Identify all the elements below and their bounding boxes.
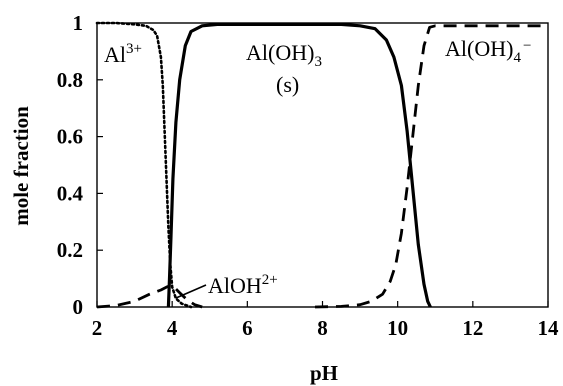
y-tick-label: 0.6 [57, 125, 83, 149]
x-tick-label: 12 [462, 316, 483, 340]
y-tick-label: 0 [73, 295, 84, 319]
x-tick-label: 8 [317, 316, 328, 340]
x-tick-label: 4 [167, 316, 178, 340]
series-line-0 [95, 21, 193, 309]
label-solid: (s) [276, 72, 299, 97]
x-tick-label: 2 [92, 316, 103, 340]
plot-border [96, 22, 549, 308]
label-al3plus: Al3+ [104, 41, 142, 67]
x-tick-label: 6 [242, 316, 253, 340]
ticks-layer: 2 4 6 8 10 12 14 0 0.2 0.4 0.6 0.8 1 [57, 11, 559, 340]
series-line-1 [96, 284, 203, 309]
x-tick-label: 10 [387, 316, 408, 340]
x-axis-title: pH [310, 361, 338, 385]
series-line-2 [166, 22, 432, 308]
label-aloh3: Al(OH)3 [246, 40, 322, 70]
y-tick-label: 0.8 [57, 68, 83, 92]
plot-frame [96, 22, 549, 308]
series-layer [95, 21, 548, 309]
label-aloh4minus: Al(OH)4− [445, 36, 531, 66]
x-tick-label: 14 [538, 316, 560, 340]
y-tick-label: 0.2 [57, 238, 83, 262]
y-tick-label: 0.4 [57, 181, 84, 205]
label-aloh2plus-leader [175, 284, 207, 299]
y-axis-title: mole fraction [9, 106, 33, 226]
series-line-3 [314, 24, 548, 309]
label-aloh2plus: AlOH2+ [208, 272, 278, 298]
y-tick-label: 1 [73, 11, 84, 35]
